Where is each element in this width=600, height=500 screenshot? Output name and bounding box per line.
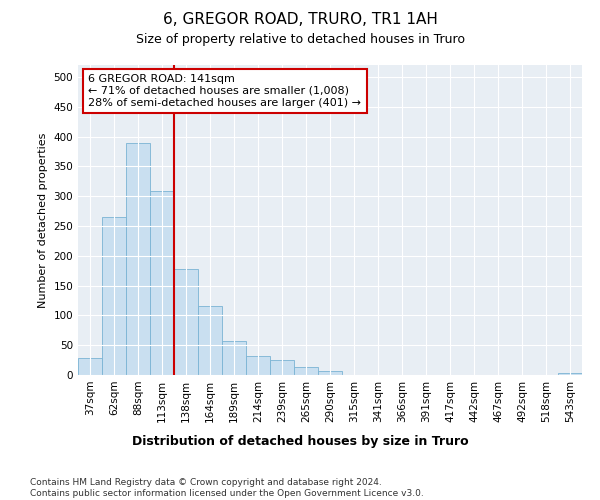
Text: Contains HM Land Registry data © Crown copyright and database right 2024.
Contai: Contains HM Land Registry data © Crown c… [30,478,424,498]
Text: 6, GREGOR ROAD, TRURO, TR1 1AH: 6, GREGOR ROAD, TRURO, TR1 1AH [163,12,437,28]
Bar [294,367,318,375]
Bar [174,269,198,375]
Bar [78,358,102,375]
Bar [270,360,294,375]
Bar [150,192,174,375]
Y-axis label: Number of detached properties: Number of detached properties [38,132,48,308]
Bar [102,217,126,375]
Bar [318,372,342,375]
Bar [246,356,270,375]
Text: 6 GREGOR ROAD: 141sqm
← 71% of detached houses are smaller (1,008)
28% of semi-d: 6 GREGOR ROAD: 141sqm ← 71% of detached … [88,74,361,108]
Bar [126,142,150,375]
Text: Distribution of detached houses by size in Truro: Distribution of detached houses by size … [131,435,469,448]
Bar [222,341,246,375]
Text: Size of property relative to detached houses in Truro: Size of property relative to detached ho… [136,32,464,46]
Bar [198,306,222,375]
Bar [558,373,582,375]
